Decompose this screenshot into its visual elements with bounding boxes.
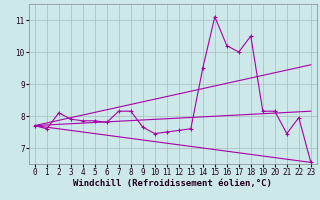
X-axis label: Windchill (Refroidissement éolien,°C): Windchill (Refroidissement éolien,°C) (73, 179, 272, 188)
